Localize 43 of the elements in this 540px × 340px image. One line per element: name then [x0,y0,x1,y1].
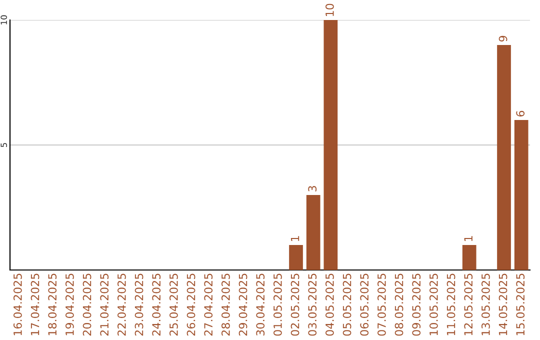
x-tick-label: 24.04.2025 [152,274,161,336]
x-tick-label: 12.05.2025 [464,274,473,336]
data-label: 10 [325,4,334,16]
bar [462,245,476,270]
data-label: 1 [464,236,472,241]
x-tick-label: 04.05.2025 [325,274,334,336]
bar [497,45,511,270]
x-tick-label: 16.04.2025 [13,274,22,336]
x-tick-label: 06.05.2025 [360,274,369,336]
x-tick-label: 25.04.2025 [169,274,178,336]
x-tick-label: 11.05.2025 [446,274,456,336]
bar [514,120,528,270]
x-tick-label: 19.04.2025 [65,274,74,336]
x-tick-label: 07.05.2025 [377,274,386,336]
x-tick-label: 01.05.2025 [273,274,282,336]
x-tick-label: 22.04.2025 [117,274,126,336]
x-tick-label: 29.04.2025 [238,274,248,336]
x-tick-label: 08.05.2025 [394,274,404,336]
data-label: 9 [498,36,508,42]
x-tick-label: 09.05.2025 [412,274,421,336]
x-tick-label: 15.05.2025 [516,274,525,336]
x-tick-label: 30.04.2025 [256,274,265,336]
x-tick-label: 14.05.2025 [498,274,508,336]
x-tick-label: 17.04.2025 [30,274,40,336]
bar [324,20,338,270]
x-tick-label: 18.04.2025 [48,274,57,336]
data-label: 6 [516,110,525,116]
x-tick-label: 21.04.2025 [100,274,109,336]
y-tick-label: 5 [0,143,7,148]
x-tick-label: 13.05.2025 [481,274,490,336]
x-tick-label: 02.05.2025 [290,274,300,336]
data-label: 3 [308,186,317,192]
x-tick-label: 26.04.2025 [186,274,196,336]
x-tick-label: 23.04.2025 [134,274,144,336]
x-tick-label: 05.05.2025 [342,274,352,336]
bar [306,195,320,270]
x-tick-label: 20.04.2025 [82,274,92,336]
x-tick-label: 28.04.2025 [221,274,230,336]
x-tick-label: 27.04.2025 [204,274,213,336]
data-label: 1 [290,236,300,241]
bar [289,245,303,270]
x-tick-label: 10.05.2025 [429,274,438,336]
x-tick-label: 03.05.2025 [308,274,317,336]
